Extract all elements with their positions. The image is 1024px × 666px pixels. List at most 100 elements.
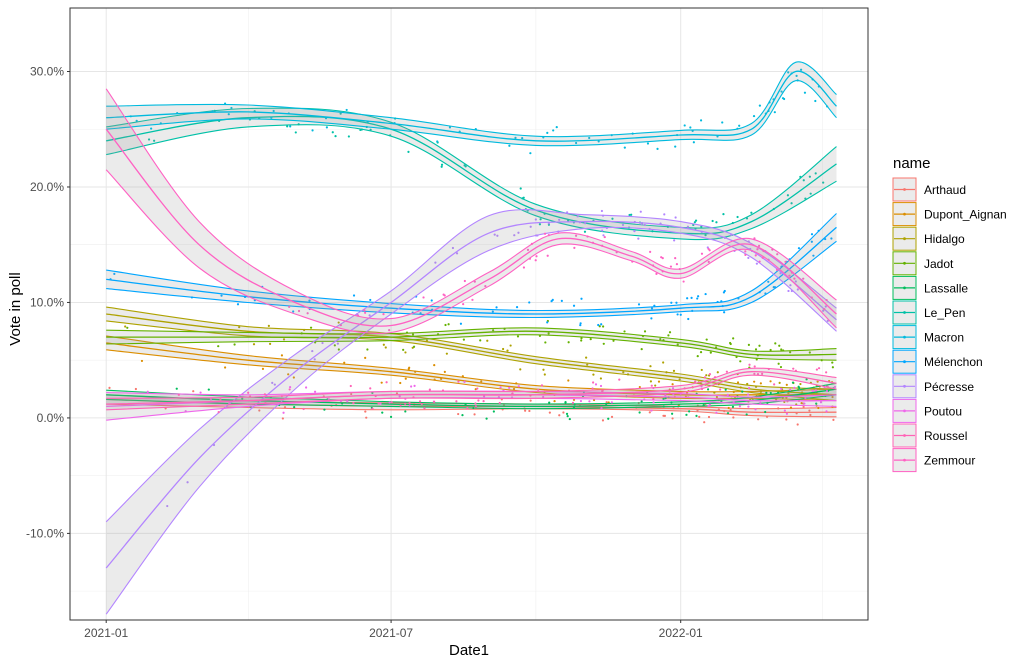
poll-point [796, 423, 799, 426]
poll-point [289, 125, 292, 128]
poll-point [134, 387, 137, 391]
poll-point [656, 147, 659, 150]
poll-point [808, 409, 811, 412]
poll-point [662, 361, 665, 364]
poll-point [368, 314, 371, 317]
poll-point [685, 413, 688, 416]
legend-key-point [903, 458, 906, 462]
poll-point [108, 386, 111, 389]
legend-item-hidalgo: Hidalgo [892, 226, 965, 251]
poll-point [815, 368, 818, 371]
poll-point [650, 317, 653, 320]
poll-point [753, 380, 756, 383]
poll-point [492, 410, 495, 413]
poll-point [422, 296, 425, 299]
poll-point [496, 234, 499, 237]
series-macron [106, 61, 837, 155]
band-lower-line [106, 124, 837, 241]
poll-point [707, 260, 710, 263]
poll-point [535, 255, 538, 258]
poll-point [739, 360, 742, 363]
poll-point [758, 104, 761, 107]
plot-area: 30.0% 20.0% 10.0% 0.0% -10.0% 2021-01 2021-07 2… [26, 7, 869, 640]
poll-point [755, 358, 758, 361]
poll-point [448, 126, 452, 129]
poll-point [306, 312, 309, 315]
poll-point [404, 351, 407, 354]
poll-point [591, 387, 594, 390]
poll-point [433, 364, 436, 367]
poll-point [809, 413, 812, 417]
poll-point [309, 326, 313, 329]
poll-point [537, 388, 540, 391]
poll-point [425, 339, 429, 342]
poll-point [113, 272, 116, 276]
smooth-trend-line [106, 330, 837, 356]
poll-point [547, 332, 550, 335]
poll-point [529, 399, 532, 402]
poll-point [808, 175, 811, 178]
legend-item-le_pen: Le_Pen [892, 300, 965, 325]
x-tick-label: 2022-01 [659, 626, 703, 640]
legend-item-dupont_aignan: Dupont_Aignan [892, 202, 1007, 227]
poll-point [803, 402, 806, 405]
poll-point [738, 124, 741, 127]
poll-point [512, 387, 516, 391]
poll-point [723, 311, 726, 314]
poll-point [574, 234, 578, 237]
poll-point [350, 392, 353, 396]
poll-point [825, 371, 828, 374]
poll-point [664, 394, 667, 397]
poll-point [247, 391, 250, 394]
band-upper-line [106, 61, 837, 138]
poll-point [747, 343, 750, 346]
poll-point [228, 402, 231, 405]
poll-point [693, 221, 696, 224]
poll-point [780, 348, 783, 351]
poll-point [451, 246, 455, 250]
poll-point [233, 343, 236, 346]
poll-point [462, 302, 465, 306]
poll-point [628, 213, 631, 217]
poll-point [790, 202, 793, 205]
band-lower-line [106, 374, 837, 411]
poll-point [529, 225, 532, 228]
series-roussel [106, 363, 837, 414]
poll-point [825, 298, 828, 302]
poll-point [773, 111, 776, 114]
poll-point [725, 370, 728, 373]
poll-point [643, 330, 647, 333]
poll-point [711, 219, 714, 223]
poll-point [395, 392, 399, 395]
poll-point [671, 387, 675, 390]
poll-point [757, 244, 761, 247]
poll-point [809, 192, 812, 195]
poll-point [810, 233, 814, 236]
band-upper-line [106, 107, 837, 229]
poll-point [747, 405, 750, 408]
poll-point [713, 391, 716, 394]
poll-point [817, 406, 820, 410]
poll-point [649, 250, 652, 253]
poll-point [675, 263, 679, 266]
poll-point [704, 234, 707, 237]
x-tick-label: 2021-07 [369, 626, 413, 640]
poll-point [576, 215, 579, 218]
poll-point [663, 213, 666, 216]
poll-point [548, 411, 551, 414]
poll-point [293, 405, 296, 409]
y-tick-label: -10.0% [26, 526, 64, 540]
band-lower-line [106, 80, 837, 147]
poll-point [671, 417, 674, 420]
series-hidalgo [106, 306, 837, 407]
legend-item-lassalle: Lassalle [892, 275, 968, 300]
poll-point [227, 113, 230, 116]
legend-key-point [903, 409, 906, 413]
poll-point [267, 324, 270, 327]
poll-point [673, 239, 676, 242]
poll-point [455, 400, 458, 403]
poll-point [738, 405, 742, 408]
poll-point [816, 380, 819, 383]
poll-point [398, 395, 401, 398]
poll-point [124, 325, 127, 328]
